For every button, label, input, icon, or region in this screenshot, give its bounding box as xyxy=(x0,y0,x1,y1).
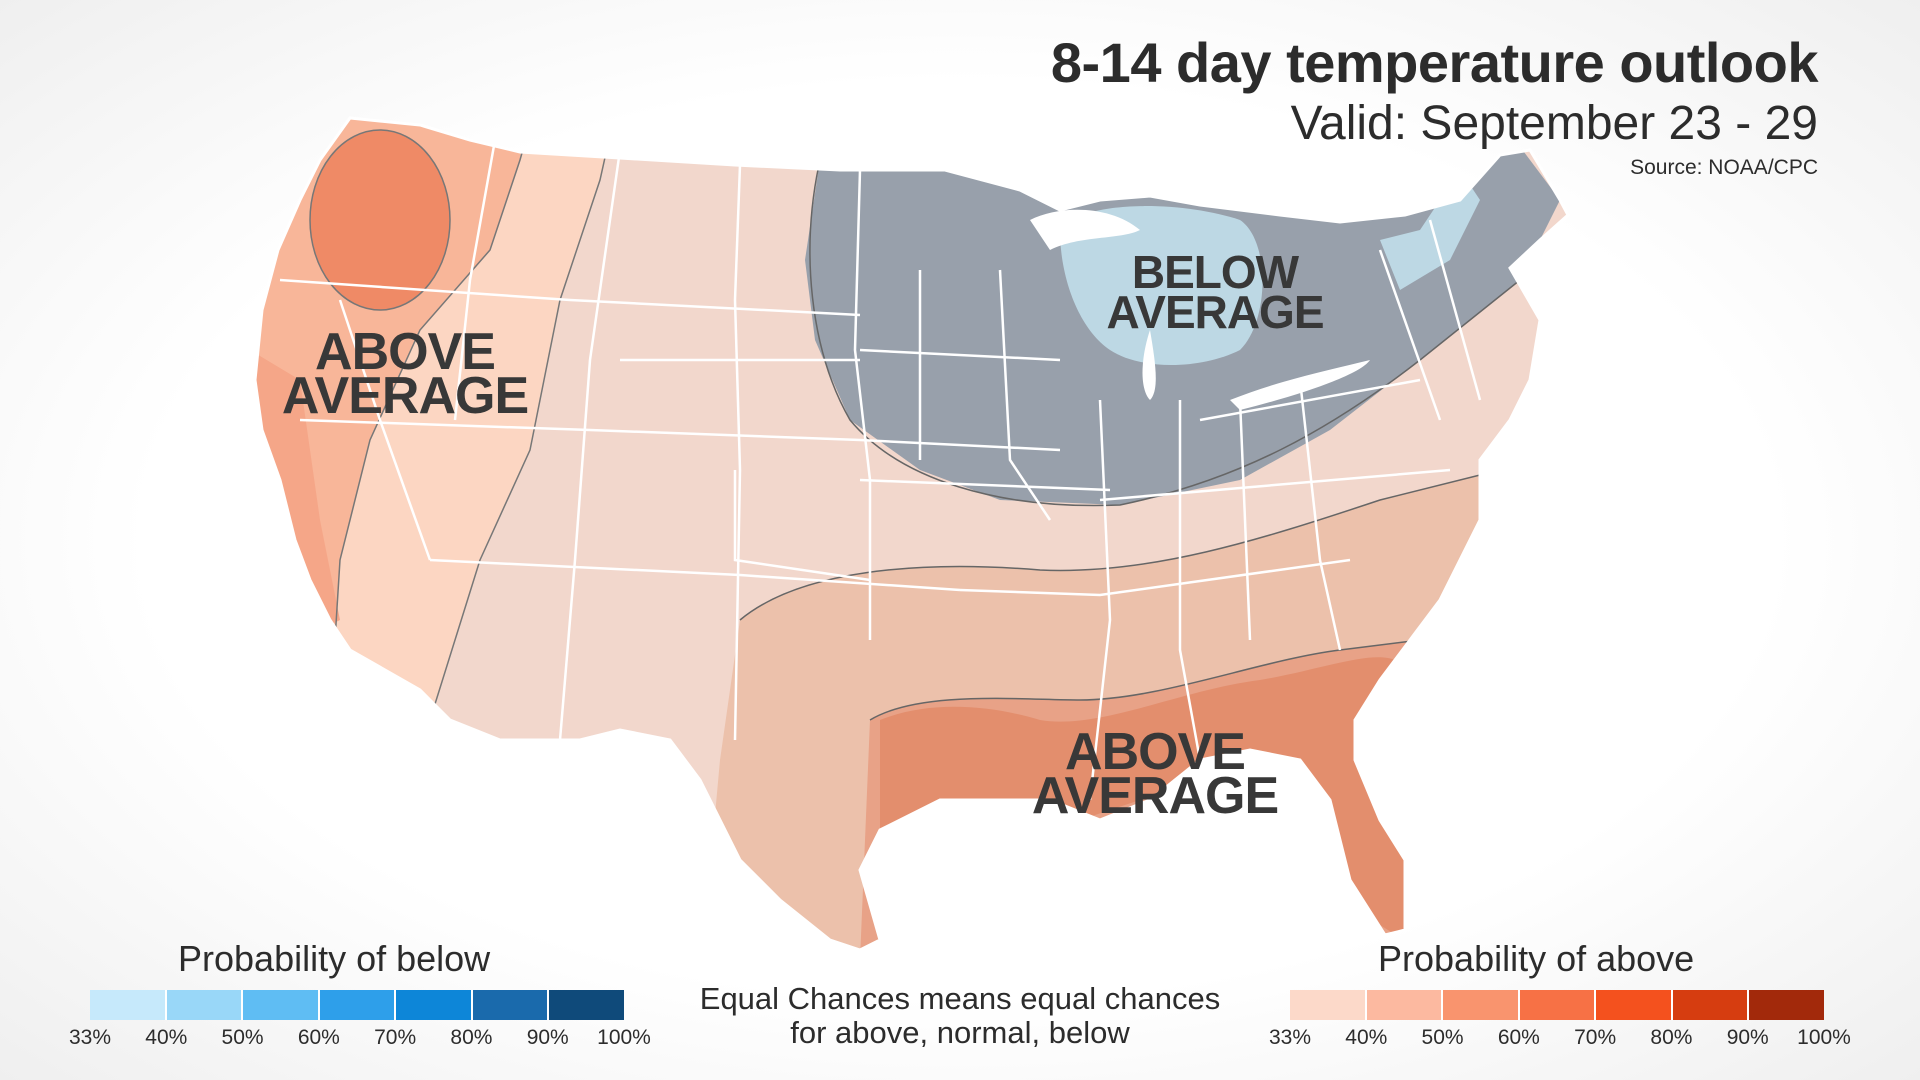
north-below-label-line2: AVERAGE xyxy=(1106,286,1324,338)
legend-below-swatch xyxy=(90,990,167,1020)
legend-below-tick-label: 90% xyxy=(526,1026,569,1049)
legend-below-tick-label: 33% xyxy=(68,1026,112,1049)
legend-below-swatch xyxy=(243,990,320,1020)
west-above-label-line1: ABOVE xyxy=(315,323,496,381)
legend-below-swatch xyxy=(319,990,397,1020)
south-above-dark-zone xyxy=(880,657,1420,950)
legend-above-tick-label: 70% xyxy=(1574,1026,1617,1049)
legend-below-swatch xyxy=(549,990,625,1020)
legend-above-tick-label: 40% xyxy=(1345,1026,1388,1049)
contour-line xyxy=(329,118,541,721)
legend-below-tick-label: 50% xyxy=(221,1026,264,1049)
state-borders xyxy=(279,139,1482,801)
legend-above-ticks: 33% 40% 50% 60% 70% 80% 90% 100% xyxy=(1269,1026,1851,1050)
legend-below-ticks: 33% 40% 50% 60% 70% 80% 90% 100% xyxy=(69,1026,651,1050)
legend-above-swatch xyxy=(1672,990,1750,1020)
west-above-dark-zone xyxy=(310,130,450,310)
california-above-zone xyxy=(255,350,340,640)
legend-above-tick-label: 90% xyxy=(1726,1026,1769,1049)
source-credit: Source: NOAA/CPC xyxy=(1630,156,1818,179)
contour-line xyxy=(809,159,1521,507)
legend-below-swatch xyxy=(166,990,244,1020)
us-outline xyxy=(253,116,1570,952)
valid-dates: Valid: September 23 - 29 xyxy=(1290,97,1818,150)
legend-above-tick-label: 50% xyxy=(1421,1026,1464,1049)
contour-line xyxy=(739,469,1501,621)
contour-line xyxy=(869,639,1421,721)
lake-michigan xyxy=(1142,330,1156,400)
legend-above-tick-label: 33% xyxy=(1268,1026,1312,1049)
legend-above-swatch xyxy=(1443,990,1520,1020)
legend-above-swatch xyxy=(1519,990,1597,1020)
legend-above-swatch xyxy=(1290,990,1367,1020)
legend-above-tick-label: 60% xyxy=(1497,1026,1540,1049)
lake-superior xyxy=(1030,209,1140,250)
lake-erie xyxy=(1230,360,1370,410)
legend-above-swatch xyxy=(1749,990,1825,1020)
equal-chances-note: Equal Chances means equal chances for ab… xyxy=(699,981,1221,1050)
south-above-label-line2: AVERAGE xyxy=(1031,767,1279,825)
west-above-label-line2: AVERAGE xyxy=(281,367,529,425)
legend-above-scale xyxy=(1290,990,1825,1020)
contour-line xyxy=(429,118,621,721)
legend-above-swatch xyxy=(1366,990,1444,1020)
legend-above-tick-label: 80% xyxy=(1650,1026,1693,1049)
page-title: 8-14 day temperature outlook xyxy=(1050,31,1819,94)
contour-line xyxy=(309,129,451,311)
legend-below-swatch xyxy=(472,990,550,1020)
west-above-label: ABOVE AVERAGE xyxy=(255,323,555,425)
legend-below-tick-label: 60% xyxy=(297,1026,340,1049)
legend-below-tick-label: 80% xyxy=(450,1026,493,1049)
south-above-label-line1: ABOVE xyxy=(1065,723,1246,781)
south-above-label: ABOVE AVERAGE xyxy=(1005,723,1305,825)
legend-below-tick-label: 70% xyxy=(374,1026,417,1049)
legend-below-swatch xyxy=(396,990,473,1020)
legend-above-swatch xyxy=(1596,990,1673,1020)
north-below-label-line1: BELOW xyxy=(1131,246,1299,298)
legend-below-scale xyxy=(90,990,625,1020)
legend-below-tick-label: 40% xyxy=(145,1026,188,1049)
below-average-blue-zone xyxy=(1060,206,1263,365)
legend-below-title: Probability of below xyxy=(178,938,491,979)
legend-above-title: Probability of above xyxy=(1378,938,1695,979)
legend-below-tick-label: 100% xyxy=(597,1026,651,1049)
north-below-label: BELOW AVERAGE xyxy=(1080,246,1350,338)
legend-above-tick-label: 100% xyxy=(1797,1026,1851,1049)
